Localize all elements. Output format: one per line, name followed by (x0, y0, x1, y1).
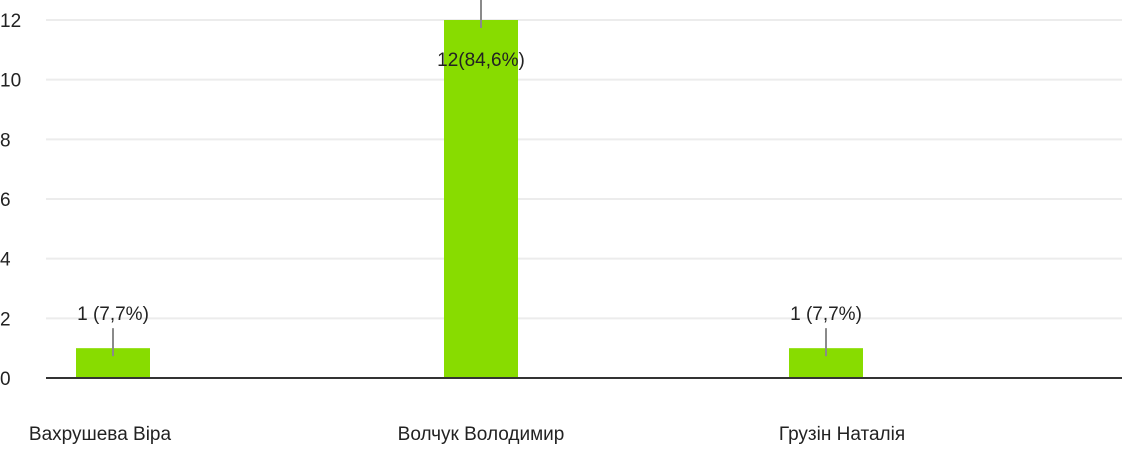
y-tick-label: 6 (0, 190, 11, 211)
y-tick-label: 0 (0, 369, 11, 390)
gridlines (46, 19, 1122, 320)
x-category-label: Волчук Володимир (398, 424, 565, 445)
y-tick-label: 8 (0, 130, 11, 151)
y-tick-label: 4 (0, 250, 11, 271)
bars (76, 20, 863, 378)
x-axis-category-labels: Вахрушева Віра Волчук Володимир Грузін Нат… (29, 424, 905, 445)
y-tick-label: 2 (0, 309, 11, 330)
data-label: 1 (7,7%) (790, 304, 862, 325)
y-axis-ticks: 0 2 4 6 8 10 12 (0, 11, 21, 390)
data-label: 1 (7,7%) (77, 304, 149, 325)
error-bars (112, 0, 827, 357)
x-category-label: Грузін Наталія (779, 424, 905, 445)
y-tick-label: 12 (0, 11, 21, 32)
x-category-label: Вахрушева Віра (29, 424, 172, 445)
data-label: 12(84,6%) (437, 50, 525, 71)
bar (444, 20, 518, 378)
data-labels: 1 (7,7%) 12(84,6%) 1 (7,7%) (77, 50, 862, 325)
y-tick-label: 10 (0, 71, 21, 92)
